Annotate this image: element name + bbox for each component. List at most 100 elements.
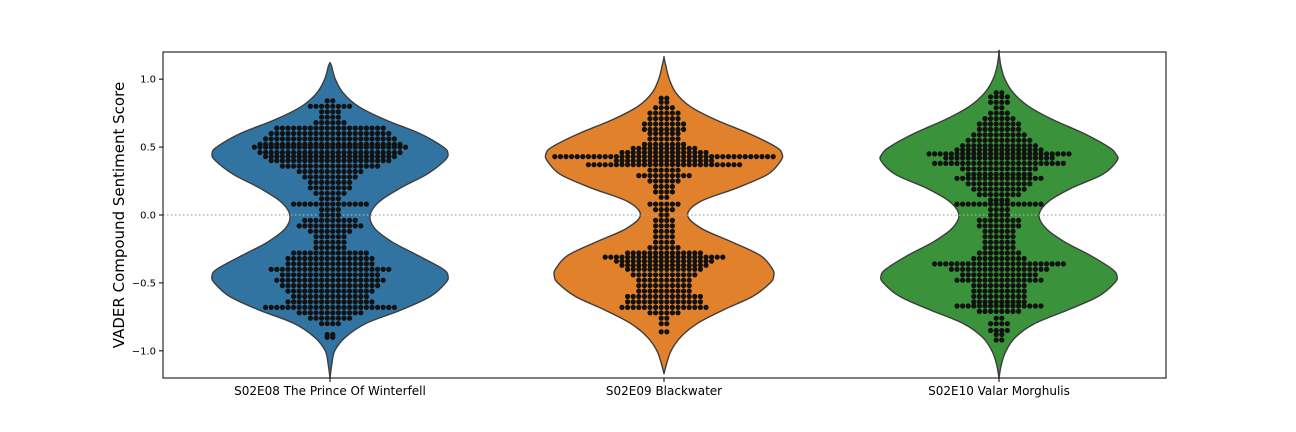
swarm-point — [994, 155, 999, 160]
swarm-point — [670, 218, 675, 223]
swarm-point — [664, 195, 669, 200]
swarm-point — [336, 136, 341, 141]
swarm-point — [336, 321, 341, 326]
swarm-point — [325, 158, 330, 163]
swarm-point — [397, 145, 402, 150]
swarm-point — [330, 126, 335, 131]
swarm-point — [653, 218, 658, 223]
swarm-point — [386, 267, 391, 272]
swarm-point — [336, 109, 341, 114]
swarm-point — [375, 145, 380, 150]
swarm-point — [1033, 267, 1038, 272]
swarm-point — [319, 223, 324, 228]
swarm-point — [308, 250, 313, 255]
swarm-point — [313, 283, 318, 288]
swarm-point — [614, 259, 619, 264]
swarm-point — [1005, 155, 1010, 160]
swarm-point — [966, 161, 971, 166]
swarm-point — [971, 272, 976, 277]
swarm-point — [1033, 155, 1038, 160]
swarm-point — [1010, 229, 1015, 234]
swarm-point — [336, 158, 341, 163]
swarm-point — [1016, 289, 1021, 294]
swarm-point — [670, 289, 675, 294]
swarm-point — [994, 105, 999, 110]
swarm-point — [392, 154, 397, 159]
swarm-point — [1016, 155, 1021, 160]
swarm-point — [341, 310, 346, 315]
swarm-point — [341, 164, 346, 169]
swarm-point — [1005, 212, 1010, 217]
swarm-point — [988, 261, 993, 266]
x-tick-label: S02E08 The Prince Of Winterfell — [234, 384, 426, 398]
swarm-point — [375, 283, 380, 288]
swarm-point — [988, 111, 993, 116]
swarm-point — [999, 212, 1004, 217]
swarm-point — [353, 164, 358, 169]
swarm-point — [988, 234, 993, 239]
swarm-point — [353, 169, 358, 174]
swarm-point — [982, 181, 987, 186]
swarm-point — [319, 212, 324, 217]
swarm-point — [358, 294, 363, 299]
swarm-point — [1016, 272, 1021, 277]
swarm-point — [1005, 294, 1010, 299]
swarm-point — [308, 256, 313, 261]
swarm-point — [330, 245, 335, 250]
swarm-point — [308, 305, 313, 310]
swarm-point — [319, 158, 324, 163]
swarm-point — [369, 126, 374, 131]
swarm-point — [1022, 267, 1027, 272]
swarm-point — [341, 245, 346, 250]
swarm-point — [675, 310, 680, 315]
swarm-point — [291, 294, 296, 299]
swarm-point — [313, 185, 318, 190]
swarm-point — [659, 299, 664, 304]
swarm-point — [285, 299, 290, 304]
swarm-point — [341, 202, 346, 207]
swarm-point — [954, 176, 959, 181]
y-axis: −1.0−0.50.00.51.0 — [132, 75, 163, 358]
swarm-point — [1022, 303, 1027, 308]
swarm-point — [336, 272, 341, 277]
swarm-point — [1016, 250, 1021, 255]
swarm-point — [1022, 283, 1027, 288]
swarm-point — [330, 185, 335, 190]
swarm-point — [330, 261, 335, 266]
swarm-point — [336, 212, 341, 217]
swarm-point — [720, 154, 725, 159]
swarm-point — [675, 116, 680, 121]
swarm-point — [971, 294, 976, 299]
swarm-point — [257, 145, 262, 150]
swarm-point — [971, 278, 976, 283]
swarm-point — [263, 145, 268, 150]
swarm-point — [330, 272, 335, 277]
swarm-point — [988, 223, 993, 228]
violin-1 — [212, 63, 448, 378]
swarm-point — [325, 212, 330, 217]
swarm-point — [664, 329, 669, 334]
swarm-point — [330, 169, 335, 174]
swarm-point — [670, 272, 675, 277]
swarm-point — [988, 294, 993, 299]
swarm-point — [325, 145, 330, 150]
swarm-point — [347, 218, 352, 223]
swarm-point — [670, 121, 675, 126]
swarm-point — [994, 161, 999, 166]
swarm-point — [631, 294, 636, 299]
swarm-point — [726, 154, 731, 159]
swarm-point — [1038, 202, 1043, 207]
swarm-point — [280, 131, 285, 136]
swarm-point — [659, 168, 664, 173]
swarm-point — [336, 164, 341, 169]
swarm-point — [341, 136, 346, 141]
swarm-point — [325, 283, 330, 288]
swarm-point — [397, 150, 402, 155]
swarm-point — [703, 263, 708, 268]
swarm-point — [381, 145, 386, 150]
swarm-point — [341, 131, 346, 136]
swarm-point — [1038, 267, 1043, 272]
swarm-point — [675, 131, 680, 136]
swarm-point — [731, 154, 736, 159]
swarm-point — [325, 174, 330, 179]
